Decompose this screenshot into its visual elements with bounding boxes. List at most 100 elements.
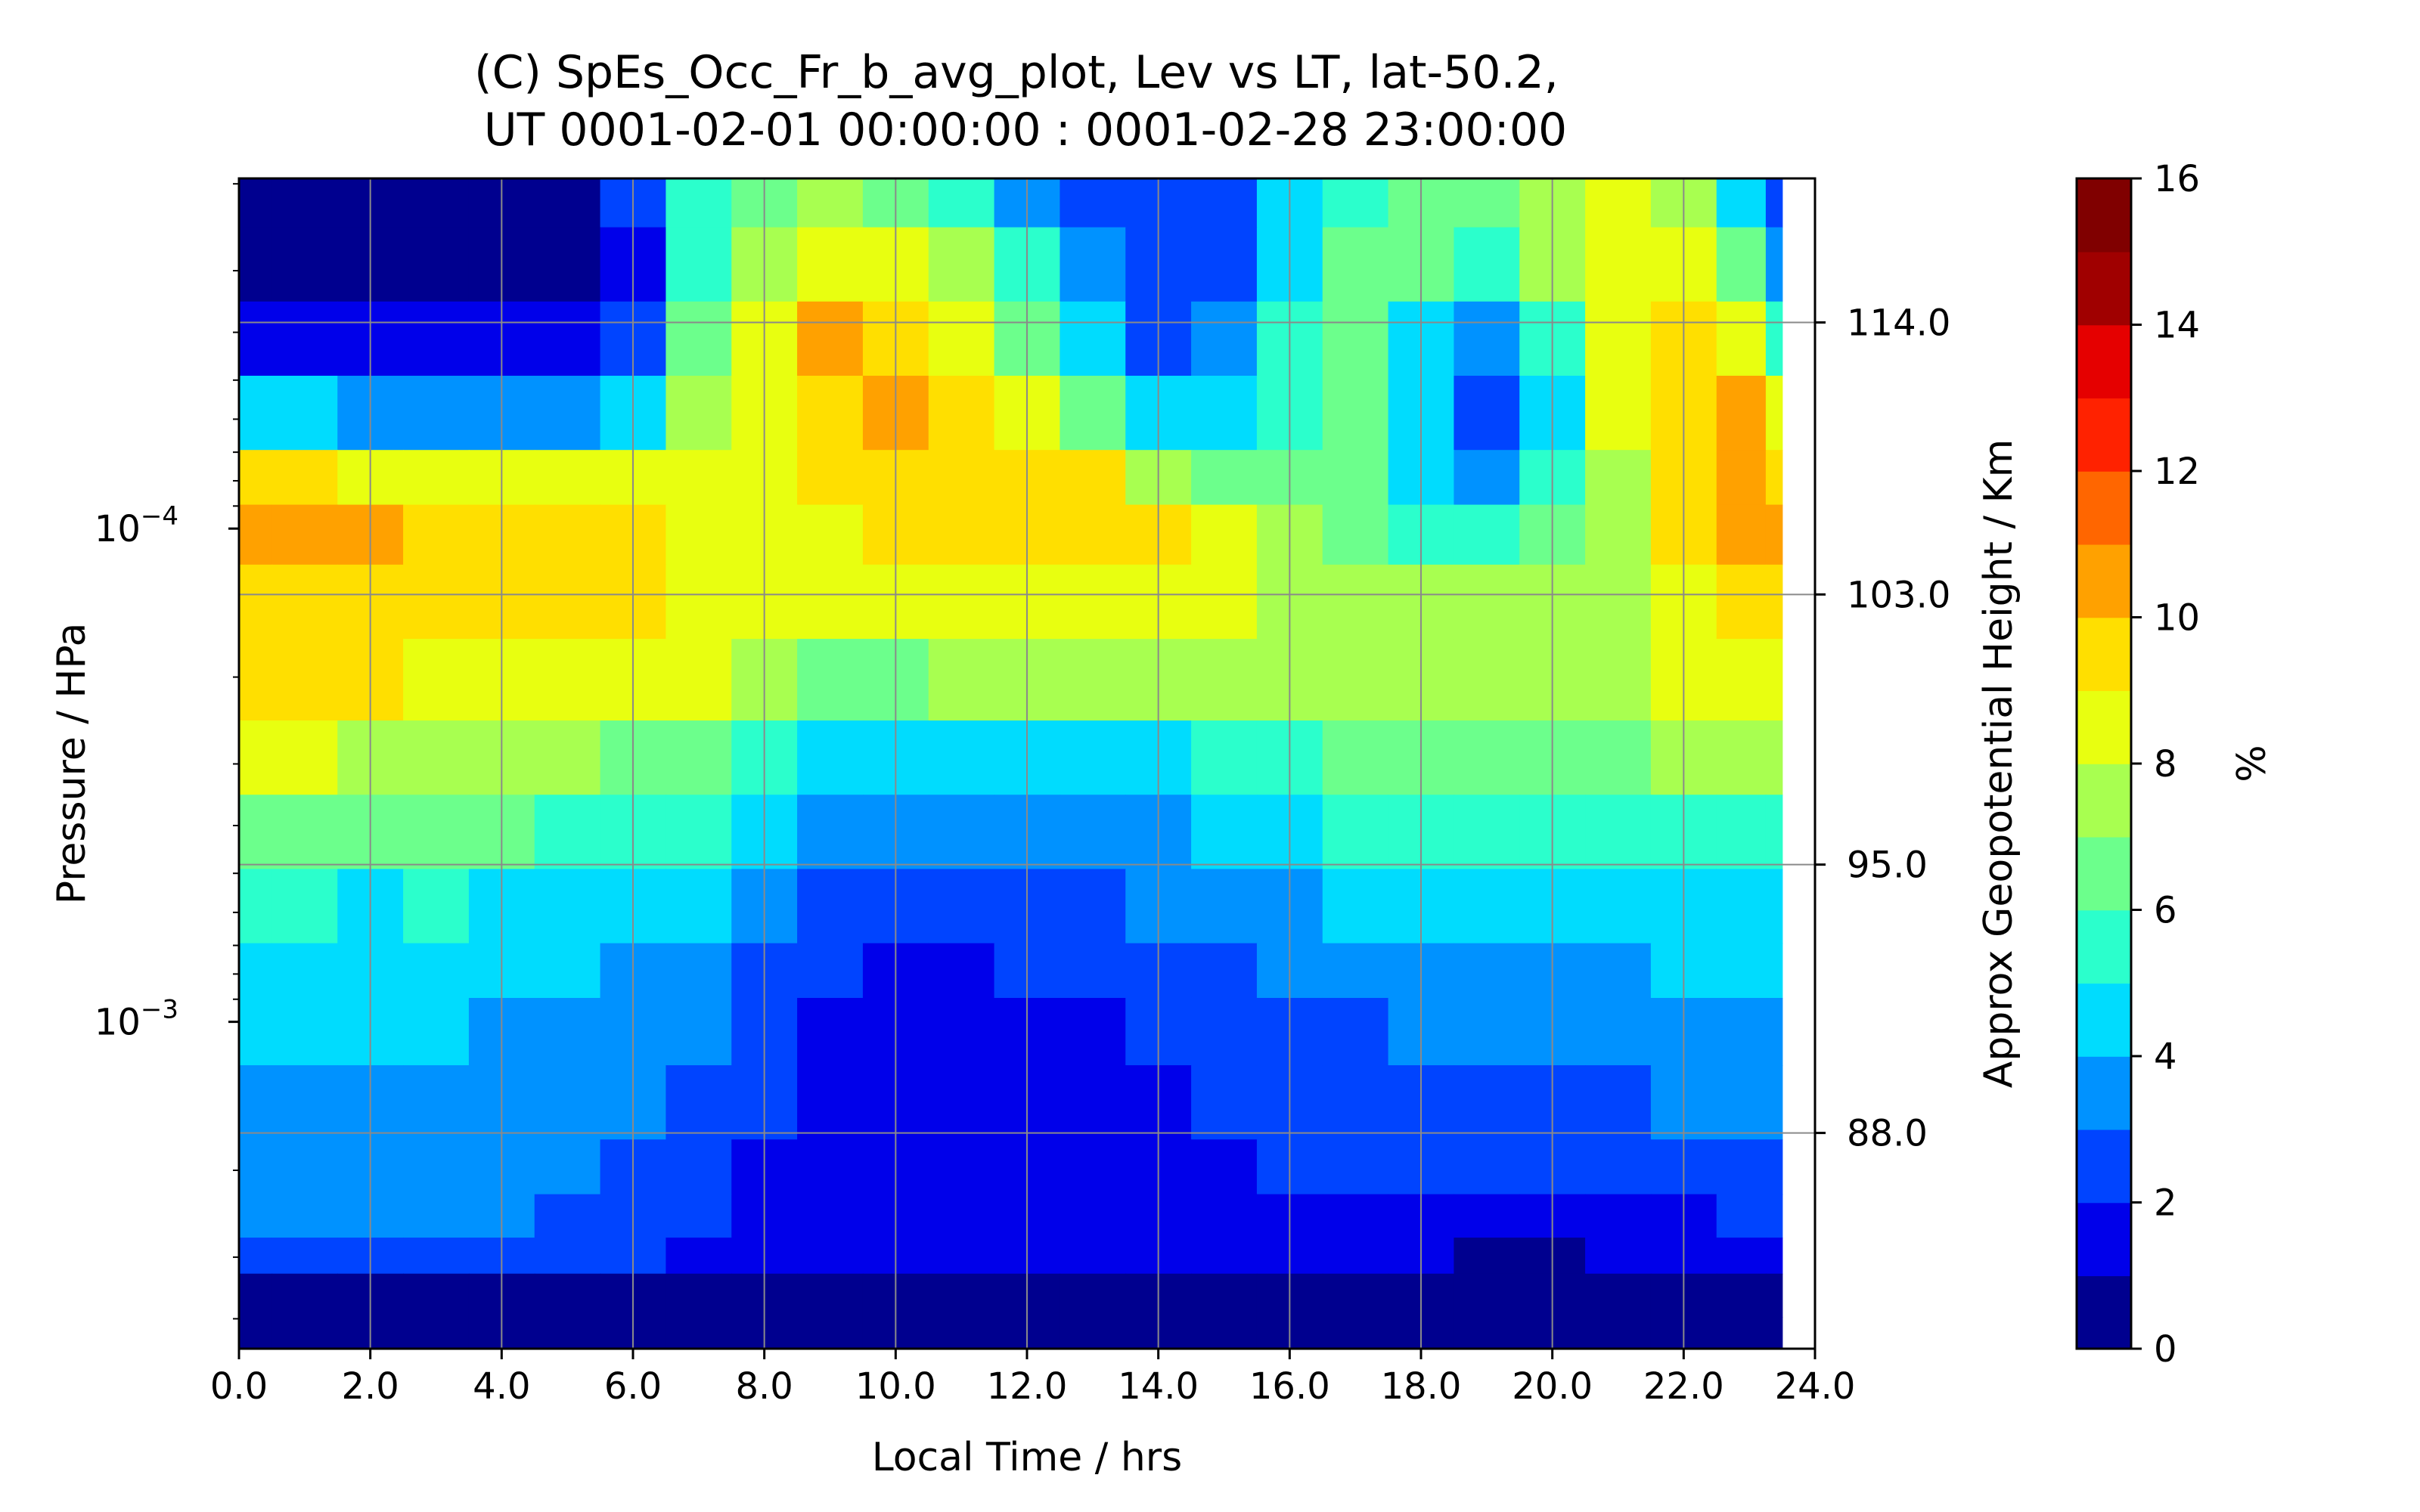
heatmap-cell	[666, 997, 733, 1066]
x-tick-label: 24.0	[1775, 1365, 1856, 1408]
x-tick-label: 18.0	[1381, 1365, 1462, 1408]
colorbar-swatch	[2077, 836, 2131, 911]
heatmap-cell	[271, 997, 339, 1066]
heatmap-cell	[1454, 1194, 1521, 1238]
heatmap-cell	[1765, 450, 1783, 506]
heatmap-cell	[1585, 795, 1652, 870]
heatmap-cell	[1060, 301, 1127, 376]
colorbar-swatch	[2077, 178, 2131, 253]
heatmap-cell	[1716, 1139, 1767, 1195]
heatmap-cell	[534, 869, 601, 944]
heatmap-cell	[797, 227, 864, 302]
y-axis-left: 10−4 10−3	[95, 183, 239, 1320]
heatmap-cell	[1585, 1139, 1652, 1195]
heatmap-cell	[239, 1273, 273, 1318]
heatmap-cell	[403, 376, 470, 451]
heatmap-cell	[666, 720, 733, 796]
heatmap-cell	[534, 376, 601, 451]
heatmap-cell	[1454, 450, 1521, 506]
y-right-tick-label: 95.0	[1847, 844, 1928, 887]
heatmap-cell	[239, 720, 273, 796]
heatmap-cell	[928, 504, 995, 565]
heatmap-cell	[534, 1238, 601, 1275]
heatmap-cell	[1060, 943, 1127, 999]
y-tick-label: 10−3	[95, 995, 178, 1044]
heatmap-cell	[1191, 1194, 1258, 1238]
heatmap-cell	[271, 869, 339, 944]
heatmap-cell	[1191, 1273, 1258, 1318]
heatmap-cell	[797, 997, 864, 1066]
heatmap-cell	[928, 869, 995, 944]
heatmap-cell	[1765, 227, 1783, 302]
heatmap-cell	[1716, 301, 1767, 376]
heatmap-cell	[1585, 227, 1652, 302]
chart-title-line-2: UT 0001-02-01 00:00:00 : 0001-02-28 23:0…	[484, 104, 1567, 156]
heatmap-cell	[1454, 795, 1521, 870]
heatmap-cell	[666, 869, 733, 944]
heatmap-cell	[928, 1273, 995, 1318]
heatmap-cell	[928, 450, 995, 506]
y-tick-label-exponent: −4	[141, 501, 178, 531]
heatmap-cell	[928, 1238, 995, 1275]
heatmap-cell	[271, 1273, 339, 1318]
x-tick-label: 8.0	[735, 1365, 793, 1408]
heatmap-cell	[1060, 720, 1127, 796]
heatmap-cell	[534, 639, 601, 721]
heatmap-cell	[666, 1139, 733, 1195]
colorbar-swatch	[2077, 983, 2131, 1057]
heatmap-cell	[403, 1273, 470, 1318]
heatmap-cell	[239, 1194, 273, 1238]
heatmap-cell	[1585, 178, 1652, 228]
heatmap-cell	[928, 178, 995, 228]
heatmap-cell	[1191, 997, 1258, 1066]
heatmap-cell	[1191, 178, 1258, 228]
heatmap-cell	[403, 1194, 470, 1238]
colorbar-tick-label: 10	[2154, 597, 2200, 640]
heatmap-cell	[403, 227, 470, 302]
heatmap-cell	[1454, 564, 1521, 640]
heatmap-cell	[1716, 639, 1767, 721]
heatmap-cell	[1716, 227, 1767, 302]
x-tick-label: 10.0	[855, 1365, 936, 1408]
x-tick-label: 2.0	[341, 1365, 399, 1408]
heatmap-cell	[1191, 376, 1258, 451]
heatmap-cell	[534, 795, 601, 870]
heatmap-cell	[1191, 1139, 1258, 1195]
heatmap-cell	[666, 1273, 733, 1318]
heatmap-cell	[403, 997, 470, 1066]
heatmap-cell	[239, 869, 273, 944]
heatmap-cell	[1716, 1065, 1767, 1141]
colorbar-swatch	[2077, 544, 2131, 618]
heatmap-cell	[1765, 869, 1783, 944]
heatmap-cell	[797, 869, 864, 944]
heatmap-cell	[1322, 997, 1389, 1066]
colorbar-tick-label: 2	[2154, 1182, 2177, 1225]
heatmap-cell	[403, 1317, 470, 1349]
heatmap-cell	[797, 720, 864, 796]
heatmap-cell	[1454, 1139, 1521, 1195]
heatmap-cell	[1454, 639, 1521, 721]
heatmap-cell	[797, 376, 864, 451]
heatmap-cell	[1322, 504, 1389, 565]
x-tick-label: 4.0	[473, 1365, 530, 1408]
heatmap-cell	[666, 639, 733, 721]
colorbar-swatch	[2077, 1056, 2131, 1130]
heatmap-cell	[403, 943, 470, 999]
heatmap-cell	[1060, 564, 1127, 640]
heatmap-cell	[1191, 450, 1258, 506]
heatmap-cell	[271, 564, 339, 640]
heatmap-cell	[1060, 639, 1127, 721]
heatmap-cell	[928, 720, 995, 796]
heatmap-cell	[797, 795, 864, 870]
heatmap-cell	[403, 1238, 470, 1275]
heatmap-cell	[1060, 1194, 1127, 1238]
heatmap-cell	[1454, 869, 1521, 944]
heatmap-cell	[1765, 1238, 1783, 1275]
heatmap-cell	[1191, 943, 1258, 999]
heatmap-cell	[797, 1194, 864, 1238]
heatmap-cell	[666, 564, 733, 640]
heatmap-cell	[1716, 943, 1767, 999]
heatmap-cell	[1060, 450, 1127, 506]
heatmap-cell	[1454, 1273, 1521, 1318]
heatmap-cell	[1765, 1194, 1783, 1238]
